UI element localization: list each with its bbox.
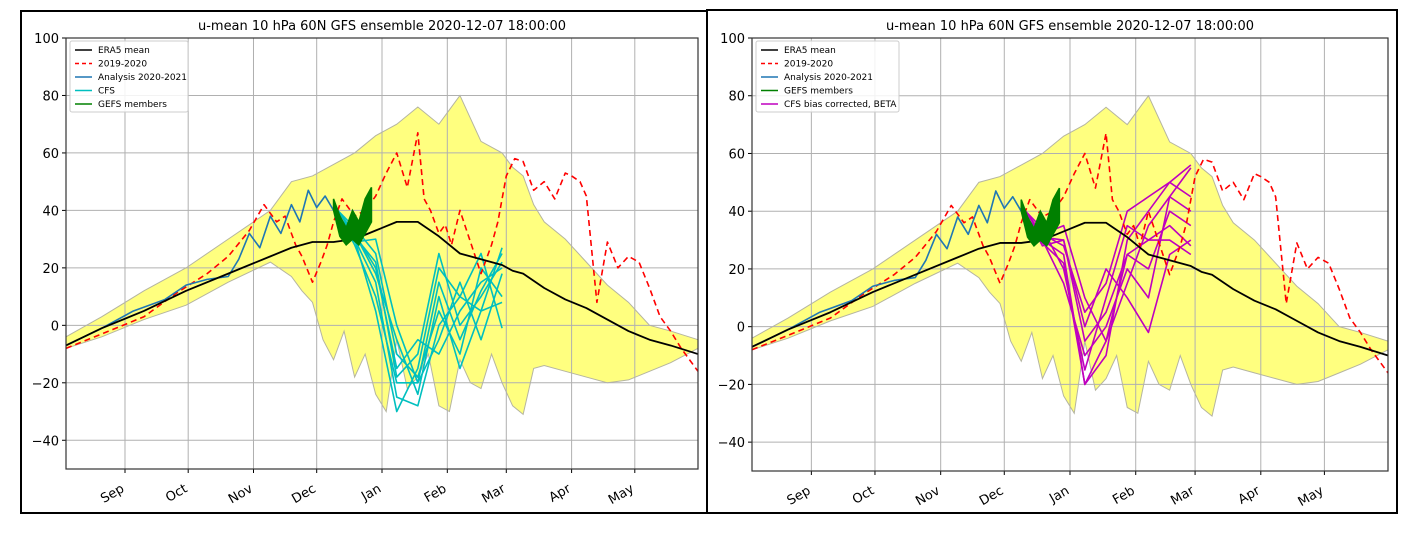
ensemble-member-line	[1024, 213, 1192, 386]
series-analysis-line	[65, 189, 335, 347]
y-tick-label: 100	[34, 32, 59, 47]
legend-label: Analysis 2020-2021	[784, 73, 873, 83]
ensemble-member-line	[337, 209, 503, 378]
legend-label: ERA5 mean	[98, 46, 150, 56]
y-tick-label: 40	[728, 205, 745, 220]
legend-label: Analysis 2020-2021	[98, 73, 187, 83]
legend-label: GEFS members	[784, 87, 853, 97]
legend-label: 2019-2020	[784, 60, 833, 70]
legend-box	[755, 40, 900, 113]
legend-label: 2019-2020	[98, 60, 147, 70]
y-tick-label: 80	[728, 90, 745, 105]
y-tick-label: −20	[32, 377, 59, 392]
left-chart: u-mean 10 hPa 60N GFS ensemble 2020-12-0…	[32, 19, 699, 508]
legend: ERA5 mean 2019-2020 Analysis 2020-2021 GEFS…	[755, 40, 900, 113]
ensemble-member-line	[337, 215, 503, 396]
gefs-members-band	[1020, 187, 1061, 248]
y-tick-label: 60	[42, 147, 59, 162]
gefs-members-band	[332, 187, 373, 247]
series-2019-2020-line	[751, 132, 1389, 374]
y-tick-label: 40	[42, 204, 59, 219]
y-tick-label: −40	[718, 436, 745, 451]
y-tick-label: 0	[51, 319, 59, 334]
legend: ERA5 mean 2019-2020 Analysis 2020-2021 CFS G…	[69, 40, 189, 113]
legend-label: ERA5 mean	[784, 46, 836, 56]
legend-label: CFS bias corrected, BETA	[784, 100, 897, 110]
legend-label: CFS	[98, 87, 115, 97]
ensemble-member-line	[1024, 181, 1192, 386]
axes-frame	[65, 37, 699, 470]
y-tick-label: 20	[42, 262, 59, 277]
right-chart: u-mean 10 hPa 60N GFS ensemble 2020-12-0…	[718, 19, 1389, 510]
axes-frame	[751, 37, 1389, 472]
series-2019-2020-line	[65, 132, 699, 372]
y-tick-label: 100	[720, 32, 745, 47]
chart-title: u-mean 10 hPa 60N GFS ensemble 2020-12-0…	[886, 19, 1254, 34]
series-era5-mean-line	[751, 221, 1389, 357]
ensemble-member-line	[337, 218, 503, 413]
y-tick-label: 80	[42, 89, 59, 104]
series-era5-mean-line	[65, 220, 699, 355]
chart-title: u-mean 10 hPa 60N GFS ensemble 2020-12-0…	[198, 19, 566, 34]
legend-label: GEFS members	[98, 100, 167, 110]
legend-box	[69, 40, 189, 113]
series-analysis-line	[751, 190, 1022, 348]
y-tick-label: 0	[737, 321, 745, 336]
y-tick-label: −20	[718, 378, 745, 393]
y-tick-label: −40	[32, 434, 59, 449]
y-tick-label: 20	[728, 263, 745, 278]
y-tick-label: 60	[728, 147, 745, 162]
